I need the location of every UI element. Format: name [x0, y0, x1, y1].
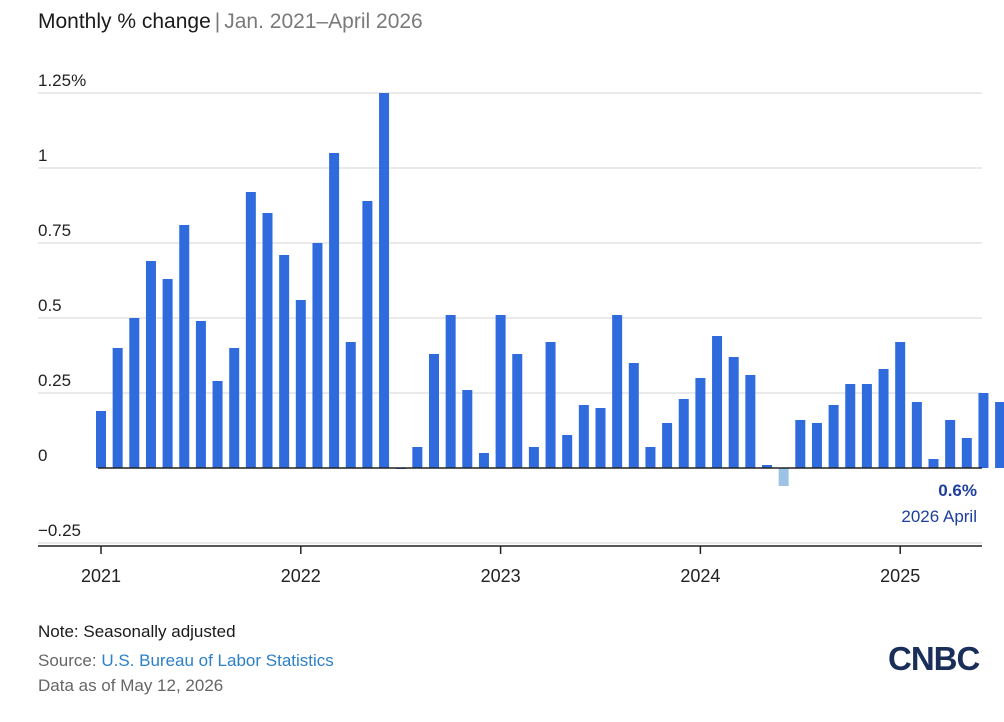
bar — [212, 381, 223, 468]
y-tick-label: 0.5 — [38, 296, 62, 315]
bar — [878, 369, 889, 468]
bar — [678, 399, 689, 468]
x-tick-label: 2024 — [680, 566, 720, 586]
bar — [628, 363, 639, 468]
bar — [911, 402, 922, 468]
bar — [945, 420, 956, 468]
x-tick-label: 2023 — [481, 566, 521, 586]
source-prefix: Source: — [38, 651, 97, 670]
y-tick-label: 0.75 — [38, 221, 71, 240]
source-link[interactable]: U.S. Bureau of Labor Statistics — [101, 651, 334, 670]
y-tick-label: −0.25 — [38, 521, 81, 540]
bar — [778, 468, 789, 486]
bar — [329, 153, 340, 468]
bar — [112, 348, 123, 468]
bar — [662, 423, 673, 468]
subtitle-label: Monthly % change — [38, 10, 211, 33]
bar — [145, 261, 156, 468]
bar — [195, 321, 206, 468]
y-tick-label: 1.25% — [38, 71, 86, 90]
chart-note: Note: Seasonally adjusted — [38, 622, 236, 641]
y-tick-label: 0 — [38, 446, 47, 465]
subtitle-separator: | — [214, 10, 221, 33]
bar — [811, 423, 822, 468]
bar — [129, 318, 140, 468]
bar — [845, 384, 856, 468]
y-tick-label: 1 — [38, 146, 47, 165]
bar — [445, 315, 456, 468]
latest-date-label: 2026 April — [901, 507, 977, 526]
y-tick-label: 0.25 — [38, 371, 71, 390]
bar — [745, 375, 756, 468]
bar — [495, 315, 506, 468]
bar — [728, 357, 739, 468]
bar — [528, 447, 539, 468]
bar — [595, 408, 606, 468]
bar — [262, 213, 273, 468]
bar — [995, 402, 1004, 468]
x-tick-label: 2022 — [281, 566, 321, 586]
cpi-bar-chart: 1.25% 1 0.75 0.5 0.25 0 −0.25 2021 2022 2023 2024 2… — [38, 71, 1004, 586]
bar — [429, 354, 439, 468]
chart-subtitle: Monthly % change | Jan. 2021–April 2026 — [38, 10, 423, 34]
bar — [762, 465, 772, 468]
bar — [645, 447, 656, 468]
data-as-of: Data as of May 12, 2026 — [38, 676, 224, 695]
bar — [162, 279, 173, 468]
bar — [695, 378, 706, 468]
bar — [828, 405, 839, 468]
bar — [412, 447, 423, 468]
bar — [545, 342, 556, 468]
bar — [928, 459, 939, 468]
bar — [512, 354, 523, 468]
bar — [279, 255, 290, 468]
bar — [795, 420, 806, 468]
bar — [362, 201, 373, 468]
date-range: Jan. 2021–April 2026 — [224, 10, 423, 33]
bar — [312, 243, 323, 468]
bar — [712, 336, 723, 468]
bar — [179, 225, 190, 468]
bar — [612, 315, 623, 468]
bar — [379, 93, 390, 468]
bar — [245, 192, 256, 468]
bar — [462, 390, 473, 468]
bar — [295, 300, 306, 468]
x-tick-label: 2021 — [81, 566, 121, 586]
chart-source: Source: U.S. Bureau of Labor Statistics — [38, 651, 334, 671]
bar — [978, 393, 989, 468]
bar — [861, 384, 872, 468]
latest-value-label: 0.6% — [938, 481, 977, 500]
cnbc-logo: CNBC — [888, 640, 980, 677]
bar — [229, 348, 240, 468]
bar — [578, 405, 589, 468]
bar — [96, 411, 106, 468]
bar — [562, 435, 573, 468]
bar — [895, 342, 906, 468]
bar — [478, 453, 489, 468]
bar — [961, 438, 972, 468]
x-tick-label: 2025 — [880, 566, 920, 586]
bar — [345, 342, 356, 468]
